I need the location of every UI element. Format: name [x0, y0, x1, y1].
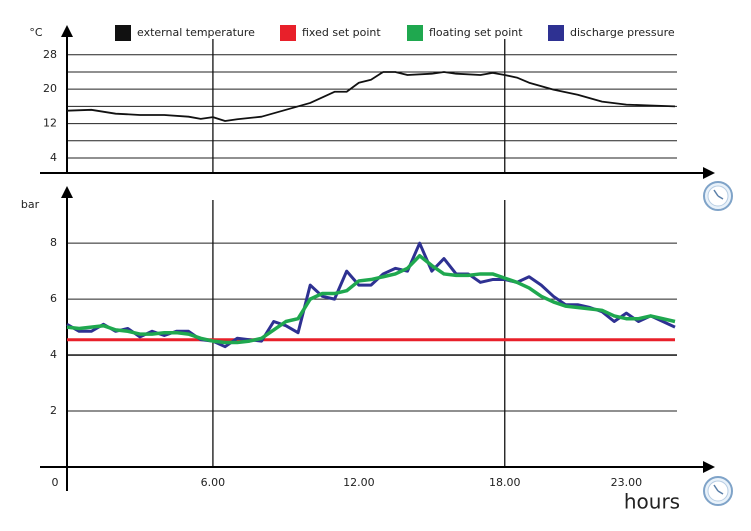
legend-swatch	[548, 25, 564, 41]
x-tick-label: 6.00	[201, 476, 226, 489]
series-line	[66, 241, 676, 349]
legend-swatch	[115, 25, 131, 41]
y-tick-label: 6	[50, 292, 57, 305]
y-axis-label: °C	[29, 26, 43, 39]
y-tick-label: 8	[50, 236, 57, 249]
y-tick-label: 4	[50, 151, 57, 164]
x-tick-label: 18.00	[489, 476, 521, 489]
clock-icon	[703, 476, 733, 506]
x-tick-label: 12.00	[343, 476, 375, 489]
x-tick-label: 23.00	[611, 476, 643, 489]
legend-label: floating set point	[429, 26, 523, 39]
axis-arrow	[703, 167, 715, 179]
legend-swatch	[407, 25, 423, 41]
y-tick-label: 4	[50, 348, 57, 361]
legend-swatch	[280, 25, 296, 41]
y-axis-label: bar	[21, 198, 40, 211]
axis-arrow	[61, 25, 73, 37]
clock-icon	[703, 181, 733, 211]
legend-label: discharge pressure	[570, 26, 675, 39]
y-tick-label: 2	[50, 404, 57, 417]
y-tick-label: 28	[43, 48, 57, 61]
axis-arrow	[61, 186, 73, 198]
x-axis-label: hours	[624, 490, 680, 514]
y-tick-label: 12	[43, 117, 57, 130]
legend-label: fixed set point	[302, 26, 381, 39]
axis-arrow	[703, 461, 715, 473]
x-tick-label: 0	[52, 476, 59, 489]
series-line	[66, 71, 676, 122]
series-line	[66, 254, 676, 345]
legend-label: external temperature	[137, 26, 255, 39]
y-tick-label: 20	[43, 82, 57, 95]
